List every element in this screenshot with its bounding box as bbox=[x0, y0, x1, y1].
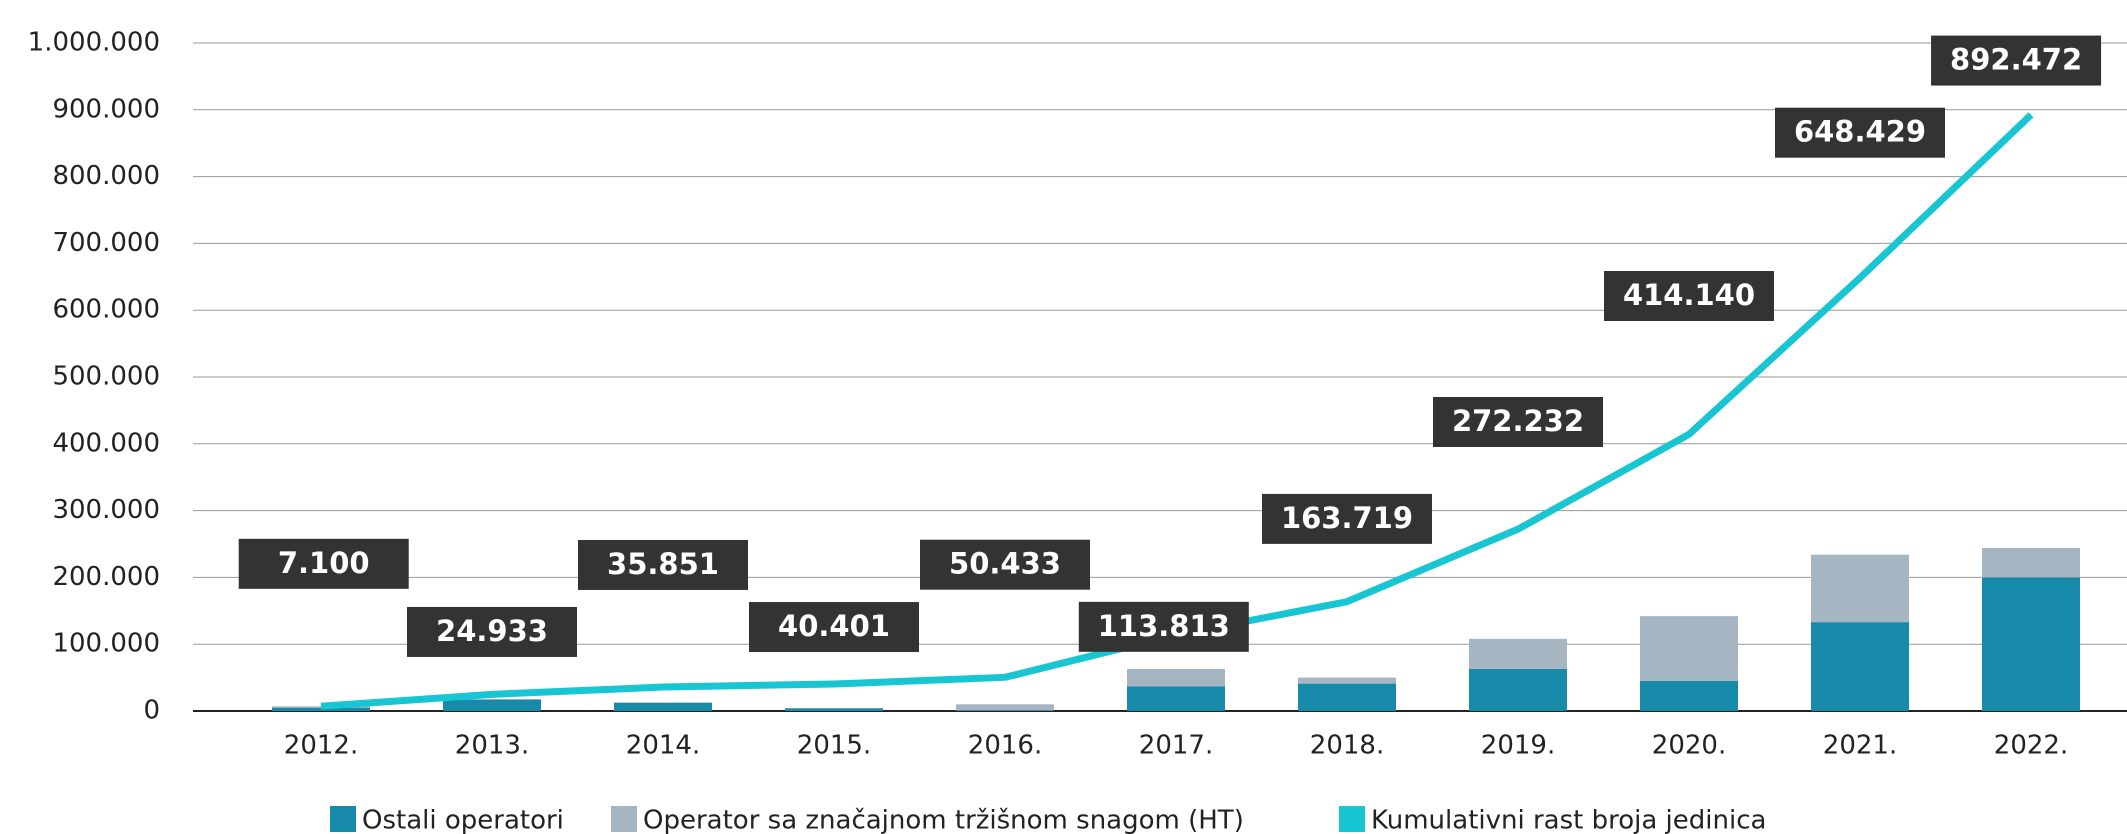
data-label: 272.232 bbox=[1452, 404, 1584, 438]
label-box bbox=[1931, 35, 2102, 86]
x-tick-label: 2015. bbox=[797, 731, 871, 761]
legend-label: Operator sa značajnom tržišnom snagom (H… bbox=[643, 806, 1244, 834]
x-tick-label: 2013. bbox=[455, 731, 529, 761]
x-tick-label: 2012. bbox=[284, 731, 358, 761]
y-tick-label: 500.000 bbox=[52, 362, 160, 392]
legend-swatch bbox=[1339, 806, 1365, 832]
legend-label: Ostali operatori bbox=[362, 806, 564, 834]
data-label: 7.100 bbox=[278, 546, 370, 580]
data-label: 50.433 bbox=[949, 547, 1061, 581]
label-box bbox=[1078, 601, 1249, 652]
x-tick-label: 2016. bbox=[968, 731, 1042, 761]
label-box bbox=[920, 539, 1090, 590]
x-tick-label: 2014. bbox=[626, 731, 700, 761]
label-box bbox=[1775, 107, 1945, 158]
y-tick-label: 900.000 bbox=[52, 94, 160, 124]
label-box bbox=[238, 538, 409, 589]
y-tick-label: 800.000 bbox=[52, 161, 160, 191]
x-tick-label: 2020. bbox=[1652, 731, 1726, 761]
y-tick-label: 100.000 bbox=[52, 629, 160, 659]
bar bbox=[1469, 638, 1567, 669]
bar bbox=[443, 699, 541, 711]
bar bbox=[956, 704, 1054, 711]
bar bbox=[1640, 616, 1738, 681]
bar bbox=[1127, 686, 1225, 711]
legend-swatch bbox=[330, 806, 356, 832]
bar bbox=[1298, 677, 1396, 684]
y-tick-label: 400.000 bbox=[52, 428, 160, 458]
bar bbox=[785, 708, 883, 711]
data-label: 35.851 bbox=[607, 547, 719, 581]
y-tick-label: 0 bbox=[143, 696, 160, 726]
label-box bbox=[578, 539, 748, 590]
data-label: 113.813 bbox=[1098, 609, 1230, 643]
bar bbox=[614, 702, 712, 703]
label-box bbox=[1433, 396, 1603, 447]
label-box bbox=[749, 602, 919, 653]
bar bbox=[443, 698, 541, 700]
x-tick-label: 2018. bbox=[1310, 731, 1384, 761]
label-box bbox=[1262, 493, 1432, 544]
data-label: 648.429 bbox=[1794, 115, 1926, 149]
bar bbox=[272, 707, 370, 711]
y-tick-label: 300.000 bbox=[52, 495, 160, 525]
bar bbox=[1982, 577, 2080, 711]
bar bbox=[1640, 680, 1738, 711]
bar bbox=[1298, 683, 1396, 711]
bar bbox=[614, 702, 712, 711]
y-tick-label: 600.000 bbox=[52, 295, 160, 325]
label-box bbox=[1604, 270, 1774, 321]
bar bbox=[1127, 668, 1225, 687]
x-tick-label: 2022. bbox=[1994, 731, 2068, 761]
bar bbox=[956, 710, 1054, 711]
data-label: 163.719 bbox=[1281, 501, 1413, 535]
legend-swatch bbox=[611, 806, 637, 832]
data-label: 892.472 bbox=[1950, 43, 2082, 77]
y-tick-label: 1.000.000 bbox=[28, 28, 160, 58]
data-label: 414.140 bbox=[1623, 278, 1755, 312]
x-tick-label: 2021. bbox=[1823, 731, 1897, 761]
x-tick-label: 2019. bbox=[1481, 731, 1555, 761]
data-label: 24.933 bbox=[436, 614, 548, 648]
bar bbox=[1811, 622, 1909, 711]
bar bbox=[1982, 548, 2080, 578]
bar bbox=[272, 706, 370, 708]
x-tick-label: 2017. bbox=[1139, 731, 1213, 761]
y-tick-label: 200.000 bbox=[52, 562, 160, 592]
legend-label: Kumulativni rast broja jedinica bbox=[1371, 806, 1766, 834]
y-tick-label: 700.000 bbox=[52, 228, 160, 258]
bar bbox=[1811, 554, 1909, 623]
bar bbox=[1469, 668, 1567, 711]
data-label: 40.401 bbox=[778, 609, 890, 643]
label-box bbox=[407, 606, 577, 657]
